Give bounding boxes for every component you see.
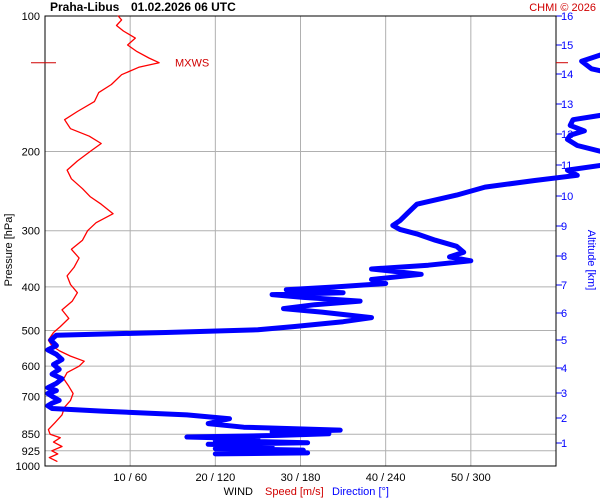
plot-area (44, 15, 557, 467)
altitude-tick-label: 11 (561, 160, 572, 172)
max-wind-label: MXWS (175, 58, 209, 70)
altitude-tick-label: 5 (561, 335, 567, 347)
pressure-tick-label: 600 (22, 361, 40, 373)
copyright-text: CHMI © 2026 (529, 2, 596, 14)
altitude-tick-label: 2 (561, 413, 567, 425)
chart-title-station: Praha-Libus (50, 0, 120, 14)
x-axis-title-wind: WIND (224, 486, 253, 498)
altitude-tick-label: 4 (561, 363, 567, 375)
altitude-tick-label: 15 (561, 40, 573, 52)
altitude-tick-label: 14 (561, 69, 573, 81)
wind-tick-label: 50 / 300 (451, 472, 491, 484)
pressure-tick-label: 200 (22, 146, 40, 158)
max-wind-marker: MXWS (31, 58, 568, 70)
pressure-tick-label: 100 (22, 11, 40, 23)
altitude-tick-label: 10 (561, 191, 573, 203)
direction-series-line (45, 52, 600, 457)
pressure-tick-label: 400 (22, 282, 40, 294)
pressure-axis: 100 200 300 400 500 600 700 850 925 1000 (16, 11, 40, 473)
altitude-tick-label: 8 (561, 251, 567, 263)
chart-title-datetime: 01.02.2026 06 UTC (131, 0, 236, 14)
speed-series-line (47, 15, 160, 462)
y-axis-title: Pressure [hPa] (3, 214, 15, 287)
y2-axis-title: Altitude [km] (585, 230, 597, 291)
wind-tick-label: 10 / 60 (113, 472, 147, 484)
altitude-tick-label: 1 (561, 438, 567, 450)
altitude-tick-label: 13 (561, 99, 573, 111)
pressure-tick-label: 300 (22, 226, 40, 238)
pressure-tick-label: 500 (22, 326, 40, 338)
pressure-tick-label: 925 (22, 446, 40, 458)
altitude-tick-label: 3 (561, 388, 567, 400)
wind-tick-label: 20 / 120 (195, 472, 235, 484)
altitude-tick-label: 7 (561, 280, 567, 292)
series-group (45, 15, 600, 462)
pressure-tick-label: 1000 (16, 461, 40, 473)
wind-axis: 10 / 60 20 / 120 30 / 180 40 / 240 50 / 300 (113, 472, 490, 484)
altitude-tick-label: 16 (561, 11, 573, 23)
wind-tick-label: 30 / 180 (281, 472, 321, 484)
pressure-tick-label: 700 (22, 391, 40, 403)
wind-tick-label: 40 / 240 (366, 472, 406, 484)
x-axis-title-speed: Speed [m/s] (265, 486, 324, 498)
grid-lines (45, 15, 556, 467)
pressure-tick-label: 850 (22, 429, 40, 441)
x-axis-title-direction: Direction [°] (332, 486, 389, 498)
altitude-tick-label: 9 (561, 221, 567, 233)
altitude-tick-label: 6 (561, 308, 567, 320)
